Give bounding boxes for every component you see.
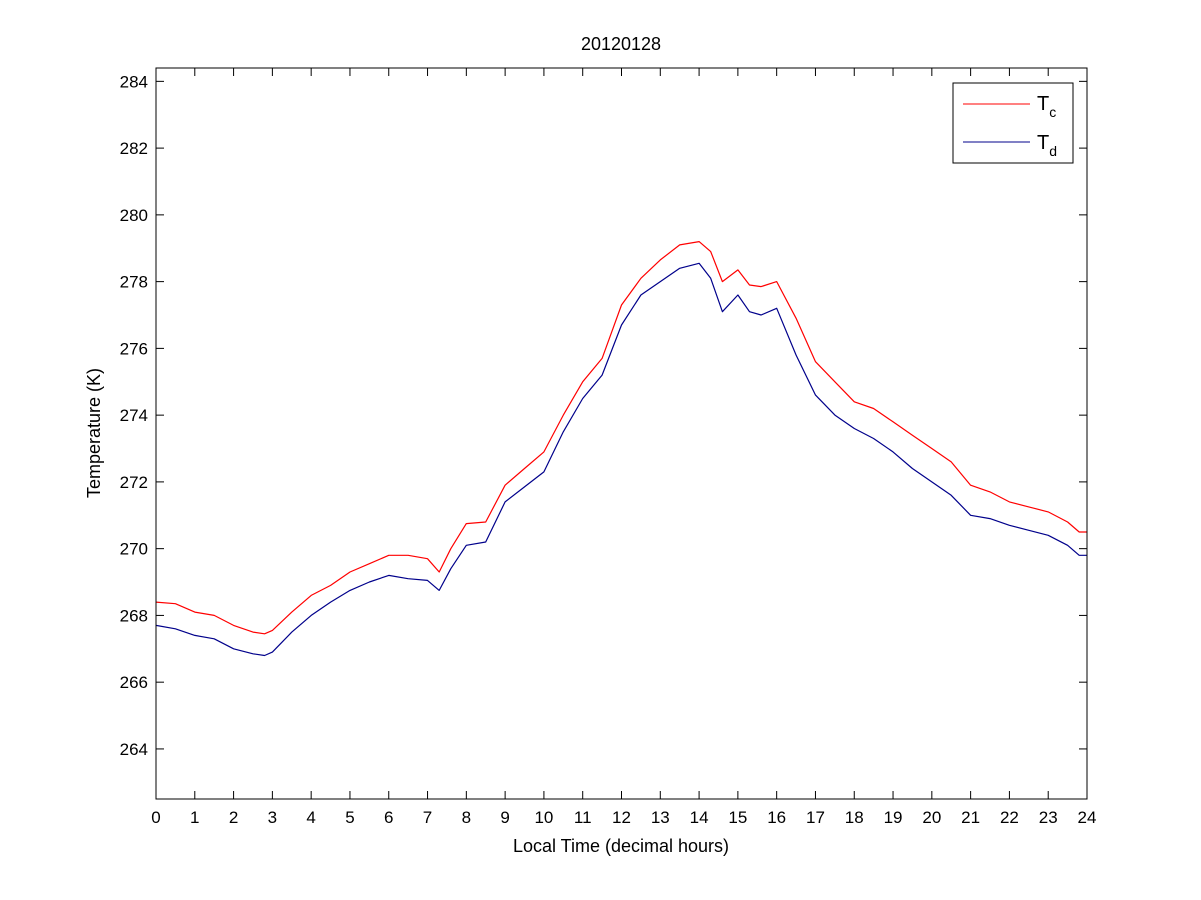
y-tick-label: 278 xyxy=(120,273,148,292)
x-tick-label: 14 xyxy=(690,808,709,827)
series-line-tc xyxy=(155,241,1087,635)
x-tick-label: 22 xyxy=(1000,808,1019,827)
y-tick-label: 266 xyxy=(120,673,148,692)
x-tick-label: 0 xyxy=(151,808,160,827)
x-tick-label: 3 xyxy=(268,808,277,827)
y-tick-label: 282 xyxy=(120,139,148,158)
legend: Tc Td xyxy=(952,82,1074,164)
y-tick-label: 284 xyxy=(120,72,148,91)
x-tick-label: 18 xyxy=(845,808,864,827)
series-line-td xyxy=(155,262,1087,657)
y-tick-label: 274 xyxy=(120,406,148,425)
x-tick-label: 21 xyxy=(961,808,980,827)
x-tick-label: 11 xyxy=(574,808,592,827)
plot-frame xyxy=(155,67,1088,800)
x-tick-label: 15 xyxy=(728,808,747,827)
y-tick-label: 268 xyxy=(120,606,148,625)
legend-label-td-sub: d xyxy=(1049,143,1057,159)
y-tick-label: 270 xyxy=(120,540,148,559)
axis-ticks: 0 1 2 3 4 5 6 7 8 9 10 11 12 13 14 15 16 17 18 19 20 21 22 23 24… xyxy=(120,68,1097,827)
x-axis-label: Local Time (decimal hours) xyxy=(513,836,729,856)
x-tick-label: 8 xyxy=(462,808,471,827)
legend-label-tc: Tc xyxy=(1037,93,1056,120)
y-tick-label: 276 xyxy=(120,339,148,358)
x-tick-label: 5 xyxy=(345,808,354,827)
x-tick-label: 13 xyxy=(651,808,670,827)
x-tick-label: 23 xyxy=(1039,808,1058,827)
x-tick-label: 10 xyxy=(534,808,553,827)
legend-label-tc-main: T xyxy=(1037,93,1049,115)
x-tick-label: 17 xyxy=(806,808,825,827)
x-tick-label: 16 xyxy=(767,808,786,827)
x-tick-label: 1 xyxy=(190,808,199,827)
y-axis-label: Temperature (K) xyxy=(84,368,104,498)
x-tick-label: 24 xyxy=(1078,808,1097,827)
chart-title: 20120128 xyxy=(581,34,661,54)
x-tick-label: 12 xyxy=(612,808,631,827)
legend-box xyxy=(952,82,1074,164)
x-tick-label: 7 xyxy=(423,808,432,827)
x-tick-label: 20 xyxy=(922,808,941,827)
x-tick-label: 19 xyxy=(884,808,903,827)
legend-label-tc-sub: c xyxy=(1049,104,1056,120)
legend-label-td: Td xyxy=(1037,132,1057,159)
plot-area xyxy=(155,241,1087,657)
x-tick-label: 2 xyxy=(229,808,238,827)
x-tick-label: 6 xyxy=(384,808,393,827)
y-tick-label: 264 xyxy=(120,740,148,759)
y-tick-label: 280 xyxy=(120,206,148,225)
y-tick-label: 272 xyxy=(120,473,148,492)
x-tick-label: 9 xyxy=(500,808,509,827)
legend-label-td-main: T xyxy=(1037,132,1049,154)
x-tick-label: 4 xyxy=(306,808,315,827)
